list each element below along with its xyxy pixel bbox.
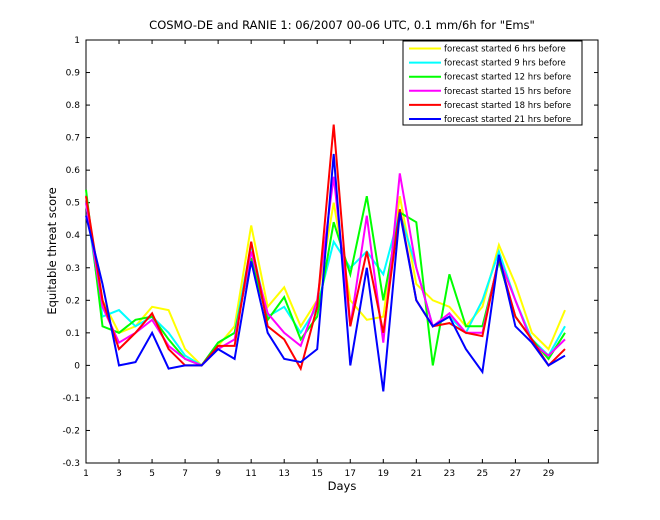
legend-box (402, 40, 583, 126)
y-tick-label: 0 (74, 361, 80, 371)
x-tick-label: 29 (543, 469, 555, 479)
y-tick-label: 0.1 (66, 329, 80, 339)
y-tick-label: 0.8 (66, 101, 81, 111)
x-tick-label: 21 (411, 469, 422, 479)
y-tick-label: 0.3 (66, 264, 80, 274)
legend-entry: forecast started 9 hrs before (444, 59, 566, 69)
x-tick-label: 27 (510, 469, 521, 479)
y-tick-label: 0.4 (66, 231, 81, 241)
y-tick-label: 0.7 (66, 134, 80, 144)
series-lines (85, 124, 566, 392)
y-tick-label: -0.1 (62, 394, 80, 404)
x-axis-label: Days (328, 479, 357, 493)
y-tick-label: 0.2 (66, 296, 80, 306)
x-tick-label: 7 (182, 469, 188, 479)
y-tick-label: -0.3 (62, 459, 80, 469)
x-tick-label: 19 (378, 469, 390, 479)
x-tick-label: 11 (245, 469, 256, 479)
legend: forecast started 6 hrs before forecast st… (402, 40, 583, 126)
series-line (85, 124, 566, 372)
y-tick-label: 0.5 (66, 199, 80, 209)
x-tick-label: 25 (477, 469, 488, 479)
x-tick-label: 1 (83, 469, 89, 479)
x-tick-label: 5 (149, 469, 155, 479)
x-tick-label: 9 (215, 469, 221, 479)
series-line (85, 189, 566, 367)
x-tick-label: 3 (116, 469, 122, 479)
y-tick-label: 1 (74, 36, 80, 46)
legend-entry: forecast started 18 hrs before (444, 101, 571, 111)
y-tick-label: 0.6 (66, 166, 81, 176)
chart-title: COSMO-DE and RANIE 1: 06/2007 00-06 UTC,… (149, 18, 535, 32)
legend-entry: forecast started 15 hrs before (444, 87, 571, 97)
legend-entry: forecast started 21 hrs before (444, 115, 571, 125)
y-tick-label: -0.2 (62, 426, 80, 436)
x-tick-label: 15 (311, 469, 322, 479)
legend-entry: forecast started 12 hrs before (444, 73, 571, 83)
series-line (85, 153, 566, 392)
legend-entry: forecast started 6 hrs before (444, 45, 566, 55)
x-tick-label: 13 (278, 469, 289, 479)
axis-ticks: -0.3 -0.2 -0.1 0 0.1 0.2 0.3 0.4 0.5 0.6 0.7 0.8 0.9… (62, 36, 598, 479)
x-tick-label: 17 (345, 469, 356, 479)
x-tick-label: 23 (444, 469, 455, 479)
y-axis-label: Equitable threat score (45, 187, 59, 314)
y-tick-label: 0.9 (66, 69, 81, 79)
